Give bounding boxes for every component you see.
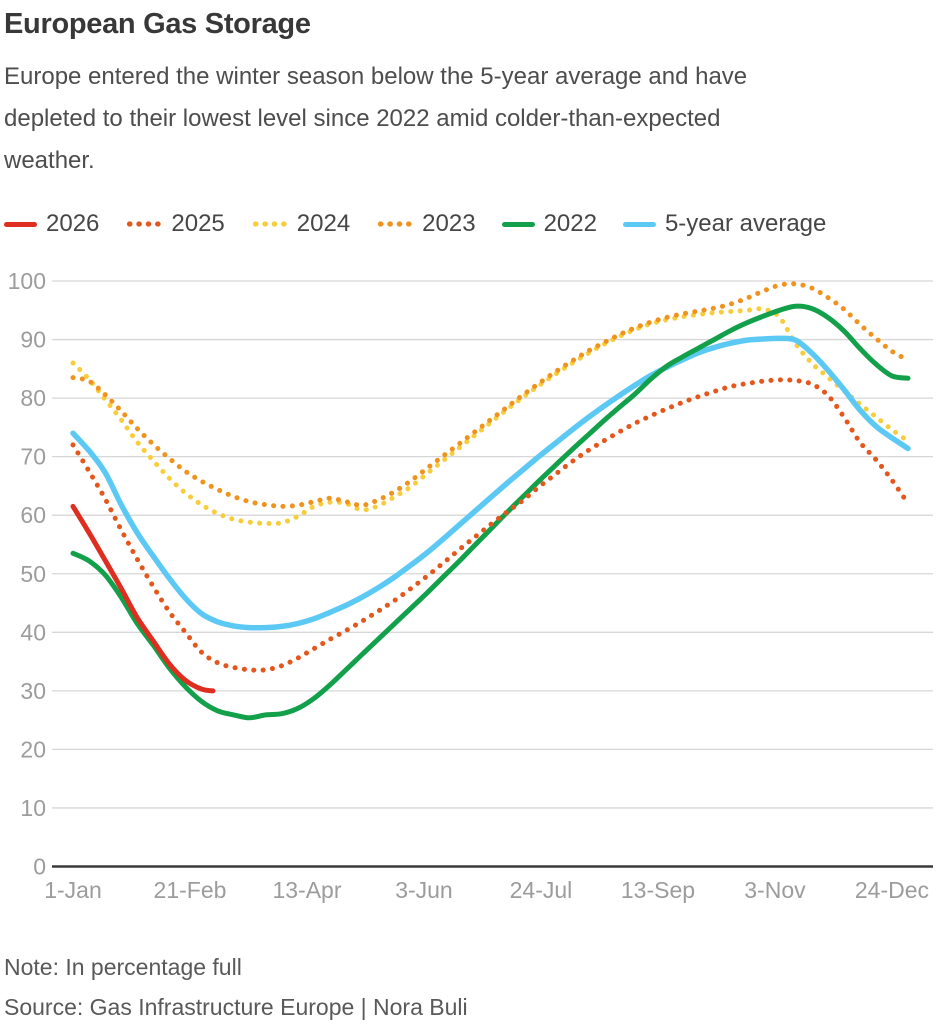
- series-line-5-year-average: [70, 335, 911, 631]
- legend-item-2024: 2024: [250, 210, 351, 238]
- legend-label: 2024: [296, 210, 351, 237]
- y-tick-label: 0: [33, 854, 46, 880]
- legend-label: 2026: [46, 210, 100, 237]
- chart-note: Note: In percentage full: [4, 954, 242, 980]
- legend-label: 2025: [171, 210, 225, 237]
- x-tick-label: 24-Dec: [855, 877, 929, 903]
- legend-swatch-dotted-line: [250, 221, 288, 227]
- y-tick-label: 50: [20, 561, 46, 587]
- legend-item-2026: 2026: [4, 210, 99, 238]
- legend-item-2022: 2022: [501, 210, 597, 238]
- legend-swatch-dotted-line: [125, 221, 163, 227]
- y-tick-label: 40: [20, 619, 46, 645]
- x-tick-label: 13-Sep: [621, 877, 695, 903]
- legend-label: 5-year average: [664, 210, 827, 237]
- legend-item-2025: 2025: [125, 210, 225, 238]
- gridlines: [52, 280, 933, 809]
- x-tick-label: 3-Nov: [744, 877, 806, 903]
- series-line-2022: [70, 303, 911, 721]
- subtitle-line-3: weather.: [4, 147, 95, 174]
- legend-label: 2022: [543, 210, 597, 237]
- x-tick-label: 3-Jun: [395, 877, 453, 903]
- y-tick-label: 70: [20, 444, 46, 470]
- legend-label: 2023: [422, 210, 476, 237]
- y-tick-label: 100: [8, 268, 46, 294]
- chart-source: Source: Gas Infrastructure Europe | Nora…: [4, 994, 468, 1020]
- series-line-2026: [70, 503, 216, 694]
- series-line-2025: [70, 377, 911, 673]
- legend-swatch-solid-line: [622, 221, 656, 227]
- y-tick-label: 90: [20, 327, 46, 353]
- x-tick-label: 24-Jul: [510, 877, 573, 903]
- legend-item-2023: 2023: [376, 210, 476, 238]
- y-tick-label: 30: [20, 678, 46, 704]
- legend-swatch-solid-line: [4, 221, 37, 227]
- series-line-2023: [70, 281, 911, 509]
- chart-legend: 2026 2025 2024 2023 2022 5-year average: [4, 206, 934, 242]
- legend-item-5-year-average: 5-year average: [622, 210, 827, 238]
- x-tick-label: 1-Jan: [44, 877, 102, 903]
- y-tick-label: 60: [20, 502, 46, 528]
- x-tick-label: 21-Feb: [154, 877, 227, 903]
- y-tick-label: 80: [20, 385, 46, 411]
- subtitle-line-2: depleted to their lowest level since 202…: [4, 105, 721, 132]
- y-tick-label: 20: [20, 736, 46, 762]
- y-tick-label: 10: [20, 795, 46, 821]
- x-tick-label: 13-Apr: [272, 877, 341, 903]
- y-axis-labels: 0 10 20 30 40 50 60 70 80 90 100: [8, 268, 46, 880]
- x-axis-labels: 1-Jan 21-Feb 13-Apr 3-Jun 24-Jul 13-Sep 3-Nov 2…: [44, 877, 929, 903]
- subtitle-line-1: Europe entered the winter season below t…: [4, 63, 748, 90]
- legend-swatch-dotted-line: [376, 221, 414, 227]
- chart-subtitle: Europe entered the winter season below t…: [4, 56, 924, 182]
- legend-swatch-solid-line: [501, 221, 535, 227]
- chart-title: European Gas Storage: [4, 8, 311, 40]
